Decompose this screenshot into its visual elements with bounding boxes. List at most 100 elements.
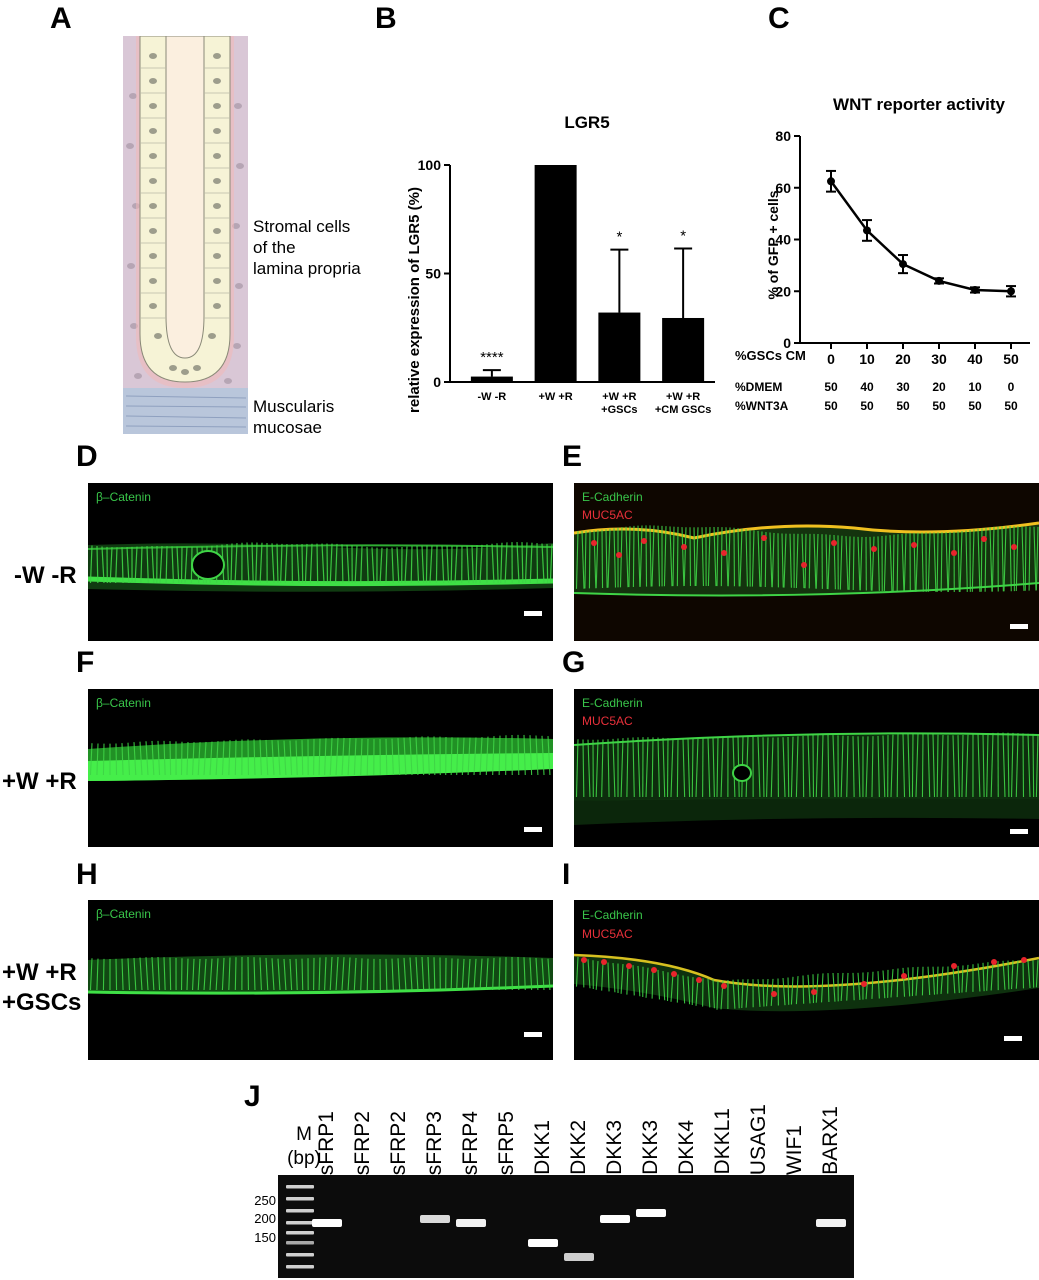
- cell-membrane: [813, 533, 817, 589]
- cell-membrane: [883, 535, 887, 592]
- cell-membrane: [815, 734, 819, 798]
- cell-membrane: [889, 535, 893, 592]
- mucin-granule: [981, 536, 987, 542]
- cell-membrane: [986, 733, 989, 798]
- cell-membrane: [529, 735, 533, 776]
- cell-membrane: [915, 733, 919, 798]
- cell-membrane: [203, 741, 207, 776]
- cell-membrane: [96, 743, 99, 776]
- cell-membrane: [681, 527, 685, 587]
- cell-membrane: [732, 979, 736, 1009]
- cell-membrane: [827, 534, 831, 590]
- micrograph-e: E-Cadherin MUC5AC: [574, 483, 1039, 641]
- cell-membrane: [940, 532, 943, 592]
- cell-membrane: [911, 967, 914, 997]
- cell-membrane: [852, 536, 855, 591]
- data-point: [935, 276, 943, 285]
- bar: [470, 376, 513, 382]
- cell-membrane: [504, 542, 508, 584]
- cell-membrane: [410, 546, 413, 584]
- cell-membrane: [441, 545, 445, 584]
- cell-membrane: [318, 957, 321, 991]
- cell-membrane: [789, 533, 792, 588]
- cell-membrane: [475, 545, 478, 584]
- cell-membrane: [846, 972, 849, 1001]
- cell-membrane: [228, 957, 231, 991]
- extra-row-value: 50: [896, 399, 910, 413]
- cell-membrane: [547, 958, 551, 991]
- cell-membrane: [933, 532, 937, 592]
- cell-membrane: [115, 958, 118, 991]
- cell-membrane: [952, 966, 956, 994]
- cell-membrane: [421, 545, 425, 584]
- cell-membrane: [691, 977, 694, 1006]
- pcr-band: [636, 1209, 666, 1217]
- cell-membrane: [473, 958, 477, 991]
- marker-label-m: M: [296, 1124, 312, 1145]
- series-line: [829, 180, 1012, 293]
- chart-c-xlabel: %GSCs CM: [735, 348, 806, 363]
- cell-membrane: [535, 957, 539, 991]
- cell-membrane: [852, 972, 855, 1001]
- cell-membrane: [461, 958, 465, 991]
- cell-membrane: [695, 527, 699, 587]
- tissue-g: [574, 732, 1039, 825]
- data-point: [1007, 287, 1015, 296]
- cell-membrane: [720, 527, 723, 587]
- cell-membrane: [801, 533, 805, 589]
- stain-label-ecadherin: E-Cadherin: [582, 908, 643, 922]
- cell-membrane: [265, 739, 269, 776]
- cell-membrane: [676, 974, 679, 1003]
- lane-label: DKK3: [639, 1120, 662, 1175]
- panel-label-j: J: [244, 1080, 261, 1113]
- cell-membrane: [890, 969, 894, 998]
- cell-membrane: [301, 740, 304, 776]
- cell-membrane: [820, 734, 824, 798]
- cell-membrane: [251, 542, 254, 584]
- cell-membrane: [151, 545, 155, 584]
- cell-membrane: [184, 546, 188, 584]
- mucin-granule: [811, 989, 817, 995]
- stain-label-ecadherin: E-Cadherin: [582, 696, 643, 710]
- cell-membrane: [165, 546, 168, 584]
- cell-membrane: [485, 736, 489, 776]
- cell-membrane: [1032, 960, 1035, 988]
- cell-membrane: [133, 742, 137, 776]
- cell-membrane: [857, 536, 861, 591]
- cell-membrane: [795, 533, 799, 589]
- cell-membrane: [234, 543, 238, 584]
- row-label-line: +GSCs: [2, 989, 82, 1016]
- stain-label-ecadherin: E-Cadherin: [582, 490, 643, 504]
- mucin-granule: [951, 550, 957, 556]
- cell-membrane: [318, 738, 321, 776]
- tissue-i: [574, 953, 1039, 1012]
- cell-membrane: [645, 737, 649, 798]
- cell-membrane: [757, 979, 761, 1007]
- cell-membrane: [209, 741, 213, 776]
- cell-membrane: [712, 736, 715, 798]
- cell-membrane: [669, 526, 673, 587]
- cell-membrane: [682, 975, 686, 1004]
- cell-membrane: [626, 964, 629, 995]
- cell-membrane: [324, 957, 327, 991]
- cell-membrane: [191, 742, 195, 776]
- extra-row-value: 10: [968, 380, 982, 394]
- cell-membrane: [301, 544, 304, 584]
- cell-membrane: [1035, 734, 1039, 798]
- cell-membrane: [145, 741, 149, 776]
- cell-membrane: [751, 530, 755, 587]
- cell-membrane: [366, 546, 369, 584]
- cell-membrane: [491, 543, 495, 584]
- cell-membrane: [102, 958, 105, 991]
- extra-row-value: 50: [1004, 399, 1018, 413]
- cell-membrane: [547, 736, 551, 776]
- cell-membrane: [896, 534, 899, 592]
- bp-label-150: 150: [254, 1230, 276, 1245]
- cell-membrane: [549, 544, 553, 584]
- label-muscularis-line2: mucosae: [253, 418, 322, 437]
- cell-membrane: [1002, 732, 1006, 798]
- marker-label: M (bp): [284, 1123, 324, 1171]
- cell-membrane: [990, 732, 994, 798]
- cell-membrane: [582, 958, 585, 988]
- cell-membrane: [101, 546, 105, 584]
